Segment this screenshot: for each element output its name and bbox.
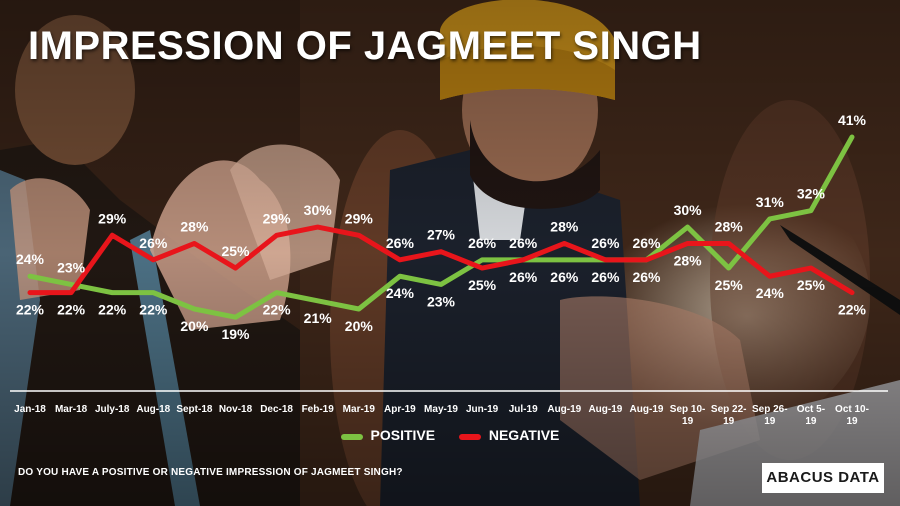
x-tick-label: Sep 26-19 xyxy=(752,404,788,427)
data-label-positive: 26% xyxy=(632,269,661,285)
data-label-negative: 29% xyxy=(345,210,374,226)
data-label-negative: 28% xyxy=(715,218,744,234)
x-tick-label: May-19 xyxy=(424,404,458,415)
data-label-positive: 26% xyxy=(509,235,538,251)
x-tick-label: Aug-19 xyxy=(630,404,664,415)
x-tick-label: July-18 xyxy=(95,404,130,415)
survey-question: DO YOU HAVE A POSITIVE OR NEGATIVE IMPRE… xyxy=(18,467,403,478)
data-label-negative: 22% xyxy=(57,302,86,318)
data-label-positive: 22% xyxy=(263,302,292,318)
legend-label-positive: POSITIVE xyxy=(370,427,436,444)
data-label-negative: 26% xyxy=(591,235,620,251)
x-tick-label: Apr-19 xyxy=(384,404,416,415)
data-label-negative: 26% xyxy=(632,235,661,251)
legend-item-positive: POSITIVE xyxy=(340,427,436,444)
data-label-positive: 25% xyxy=(715,277,744,293)
data-label-positive: 31% xyxy=(756,194,785,210)
x-tick-label: Sept-18 xyxy=(176,404,213,415)
x-tick-label: Jul-19 xyxy=(509,404,538,415)
x-tick-label: Aug-19 xyxy=(547,404,581,415)
data-label-positive: 30% xyxy=(674,202,703,218)
data-label-positive: 22% xyxy=(139,302,168,318)
data-label-negative: 30% xyxy=(304,202,333,218)
x-tick-label: Mar-19 xyxy=(343,404,376,415)
x-tick-label: Feb-19 xyxy=(302,404,335,415)
data-label-negative: 24% xyxy=(756,285,785,301)
series-line-positive xyxy=(27,134,855,320)
x-tick-label: Nov-18 xyxy=(219,404,253,415)
data-label-negative: 25% xyxy=(468,277,497,293)
data-label-positive: 26% xyxy=(468,235,497,251)
x-tick-label: Aug-19 xyxy=(588,404,622,415)
data-label-negative: 29% xyxy=(98,210,127,226)
data-label-negative: 26% xyxy=(139,235,168,251)
x-tick-label: Aug-18 xyxy=(136,404,170,415)
data-label-negative: 26% xyxy=(509,269,538,285)
data-label-positive: 20% xyxy=(345,318,374,334)
data-label-negative: 29% xyxy=(263,210,292,226)
data-label-positive: 24% xyxy=(16,251,45,267)
x-tick-label: Oct 10-19 xyxy=(835,404,869,427)
series-line-negative xyxy=(27,224,855,296)
data-label-positive: 41% xyxy=(838,112,867,128)
data-label-negative: 28% xyxy=(550,218,579,234)
data-label-positive: 22% xyxy=(98,302,127,318)
x-tick-label: Jan-18 xyxy=(14,404,46,415)
data-label-positive: 24% xyxy=(386,285,415,301)
data-label-negative: 22% xyxy=(838,302,867,318)
data-label-positive: 20% xyxy=(180,318,209,334)
abacus-data-logo: ABACUS DATA xyxy=(762,463,884,493)
data-label-negative: 25% xyxy=(797,277,826,293)
data-label-negative: 26% xyxy=(386,235,415,251)
data-label-positive: 26% xyxy=(550,269,579,285)
data-label-negative: 27% xyxy=(427,227,456,243)
x-tick-label: Sep 22-19 xyxy=(711,404,747,427)
legend-item-negative: NEGATIVE xyxy=(458,427,560,444)
data-label-negative: 22% xyxy=(16,302,45,318)
data-label-positive: 23% xyxy=(427,293,456,309)
x-tick-label: Jun-19 xyxy=(466,404,499,415)
legend-label-negative: NEGATIVE xyxy=(488,427,560,444)
data-label-negative: 28% xyxy=(180,218,209,234)
legend-swatch-negative xyxy=(458,433,481,440)
data-label-positive: 23% xyxy=(57,259,86,275)
data-label-negative: 25% xyxy=(221,243,250,259)
x-tick-label: Oct 5-19 xyxy=(797,404,825,427)
data-label-positive: 26% xyxy=(591,269,620,285)
data-label-positive: 32% xyxy=(797,186,826,202)
data-label-positive: 19% xyxy=(221,326,250,342)
x-tick-label: Mar-18 xyxy=(55,404,88,415)
legend-swatch-positive xyxy=(340,433,363,440)
chart-legend: POSITIVE NEGATIVE xyxy=(0,426,900,443)
chart-title: IMPRESSION OF JAGMEET SINGH xyxy=(28,24,702,68)
x-tick-label: Dec-18 xyxy=(260,404,293,415)
x-tick-label: Sep 10-19 xyxy=(670,404,706,427)
data-label-positive: 21% xyxy=(304,310,333,326)
data-label-negative: 28% xyxy=(674,252,703,268)
